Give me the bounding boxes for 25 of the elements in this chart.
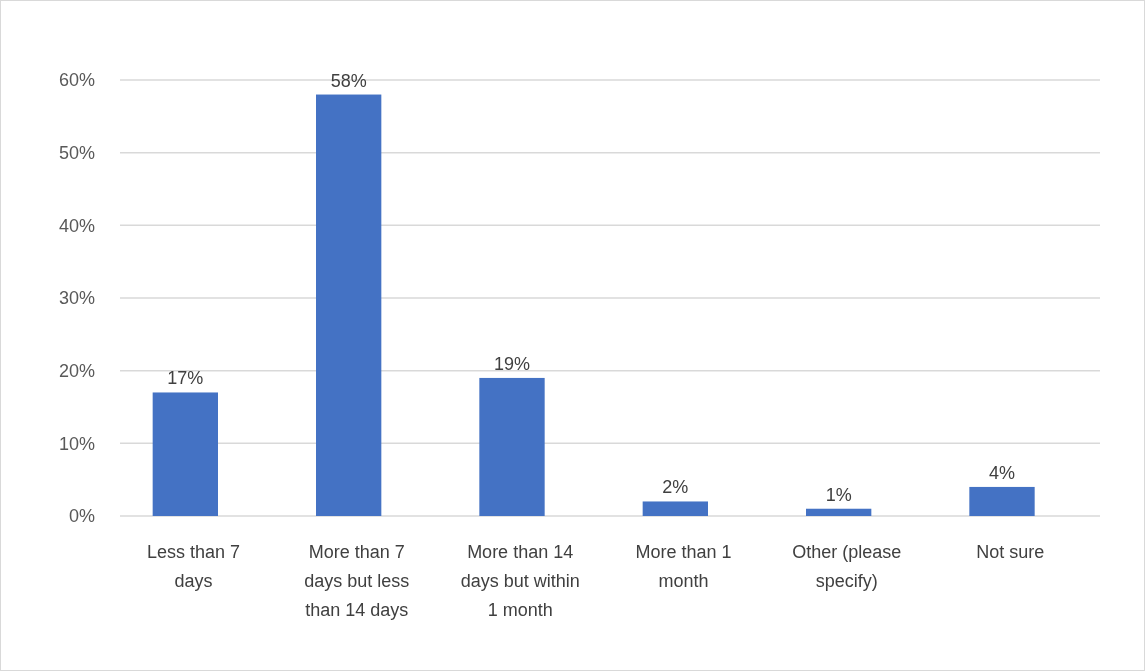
x-tick-label: More than 7 days but less than 14 days [304,542,410,620]
bar [642,501,708,516]
y-tick-label: 10% [58,433,95,454]
x-tick-label: Other (please specify) [792,542,902,591]
bar [152,392,218,516]
data-label: 17% [167,368,204,389]
data-label: 2% [662,477,689,498]
bar [806,508,872,516]
y-tick-label: 0% [68,506,95,527]
data-label: 1% [825,484,852,505]
data-label: 58% [330,70,367,91]
bar [969,486,1035,516]
x-tick-label: Less than 7 days [146,542,241,591]
bar [316,94,382,516]
y-tick-label: 50% [58,142,95,163]
data-label: 19% [493,353,531,374]
y-tick-label: 40% [58,215,95,236]
y-tick-label: 20% [58,360,95,381]
bar [479,377,545,516]
y-tick-label: 60% [58,70,95,91]
x-tick-label: More than 1 month [635,542,732,591]
y-tick-label: 30% [58,288,95,309]
x-tick-label: Not sure [976,542,1045,562]
data-label: 4% [988,462,1016,483]
x-tick-label: More than 14 days but within 1 month [460,542,580,620]
